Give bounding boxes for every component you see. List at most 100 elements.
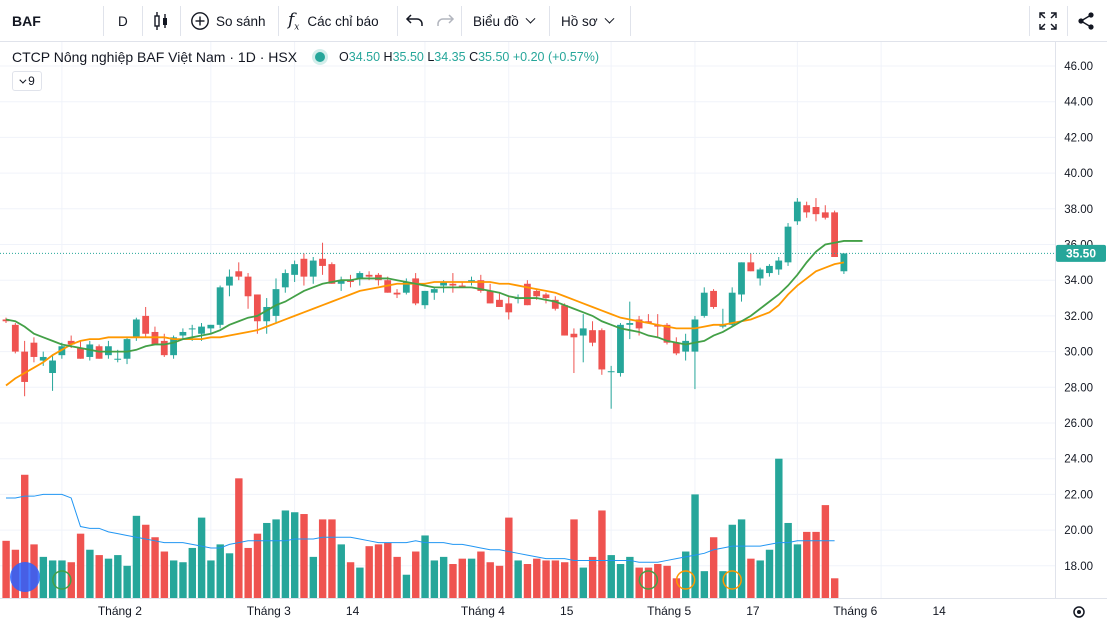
redo-icon [437,14,455,26]
time-tick-label: Tháng 2 [98,604,142,618]
price-tick-label: 40.00 [1064,168,1093,180]
indicators-button[interactable]: fx Các chỉ báo [288,0,379,42]
last-price-label: 35.50 [0,244,1106,262]
candle-body [319,258,326,266]
volume-bar [123,565,131,598]
volume-bar [225,553,234,598]
candle-body [756,269,764,279]
candle-body [393,292,401,295]
symbol-search-button[interactable]: BAF [12,0,41,42]
candle-body [486,290,494,304]
indicator-count: 9 [28,74,35,88]
market-status-dot[interactable] [315,52,326,62]
volume-bar [477,551,485,598]
compare-button[interactable]: So sánh [190,0,266,42]
candle-body [598,330,606,370]
profile-menu-label: Hồ sơ [561,13,598,29]
chart-style-button[interactable] [152,0,170,42]
settings-gear-icon[interactable] [1073,606,1085,618]
price-tick-label: 38.00 [1064,204,1093,216]
candle-body [738,262,745,295]
volume-bar [291,512,299,598]
volume-bar [793,544,802,598]
share-button[interactable] [1076,0,1096,42]
candle-body [300,258,308,277]
volume-bar [458,558,466,598]
chevron-down-icon [19,76,27,84]
volume-bar [719,571,727,598]
volume-bar [486,562,494,598]
chart-grid [0,42,1055,598]
candle-body [775,260,783,270]
candle-body [561,305,568,336]
volume-bar [561,562,569,598]
volume-bar [449,564,457,598]
event-marker [638,570,659,590]
redo-button[interactable] [435,0,455,42]
indicator-collapse-button[interactable]: 9 [12,71,42,91]
candle-body [440,281,447,286]
volume-bar [412,551,420,598]
volume-bar [235,478,243,598]
volume-bar [430,560,439,598]
price-tick-label: 22.00 [1064,489,1093,501]
candle-body [30,342,38,357]
candle-body [579,328,587,336]
candle-body [170,337,177,356]
candle-body [160,340,168,356]
undo-button[interactable] [405,0,425,42]
volume-bar [253,533,262,598]
volume-bar [514,560,522,598]
svg-text:35.50: 35.50 [1066,246,1096,260]
volume-bar [21,474,29,598]
volume-bar [737,519,746,598]
volume-bar [169,560,178,598]
volume-bar [626,556,634,598]
price-tick-label: 30.00 [1064,347,1093,359]
volume-bar [132,515,141,598]
profile-menu-button[interactable]: Hồ sơ [561,0,615,42]
volume-bar [337,544,345,598]
volume-ma-line [6,493,835,563]
candle-body [142,315,150,334]
volume-bar [598,510,606,598]
candle-body [21,351,29,382]
volume-bar [39,556,48,598]
volume-bar [421,535,429,598]
candle-body [728,292,736,325]
event-marker [675,570,696,590]
candle-body [421,290,429,306]
candle-body [179,331,187,336]
time-tick-label: 14 [932,604,946,618]
volume-bar [216,544,224,598]
volume-bar [523,564,532,598]
time-tick-label: Tháng 3 [247,604,291,618]
volume-bar [58,560,66,598]
interval-button[interactable]: D [118,0,128,42]
volume-bar [356,567,364,598]
volume-bar [691,494,699,598]
interval-label: D [118,13,128,29]
chart-menu-label: Biểu đồ [473,13,519,29]
volume-bar [365,546,373,598]
candle-body [207,324,215,329]
indicator-lines [5,240,863,563]
volume-bars [2,458,839,598]
volume-bar [300,514,308,598]
volume-bar [346,562,355,598]
volume-bar [263,522,271,598]
price-chart[interactable]: 46.0044.0042.0040.0038.0036.0034.0032.00… [0,42,1107,629]
share-icon [1078,12,1094,30]
candle-body [663,324,671,343]
candle-body [402,281,410,293]
volume-bar [784,522,792,598]
candle-body [551,299,559,309]
symbol-label: BAF [12,13,41,29]
chart-menu-button[interactable]: Biểu đồ [473,0,536,42]
volume-bar [384,542,392,598]
tradingview-logo[interactable] [10,562,40,592]
fullscreen-button[interactable] [1038,0,1058,42]
candle-body [226,276,233,286]
candle-body [123,339,131,359]
volume-bar [728,524,736,598]
